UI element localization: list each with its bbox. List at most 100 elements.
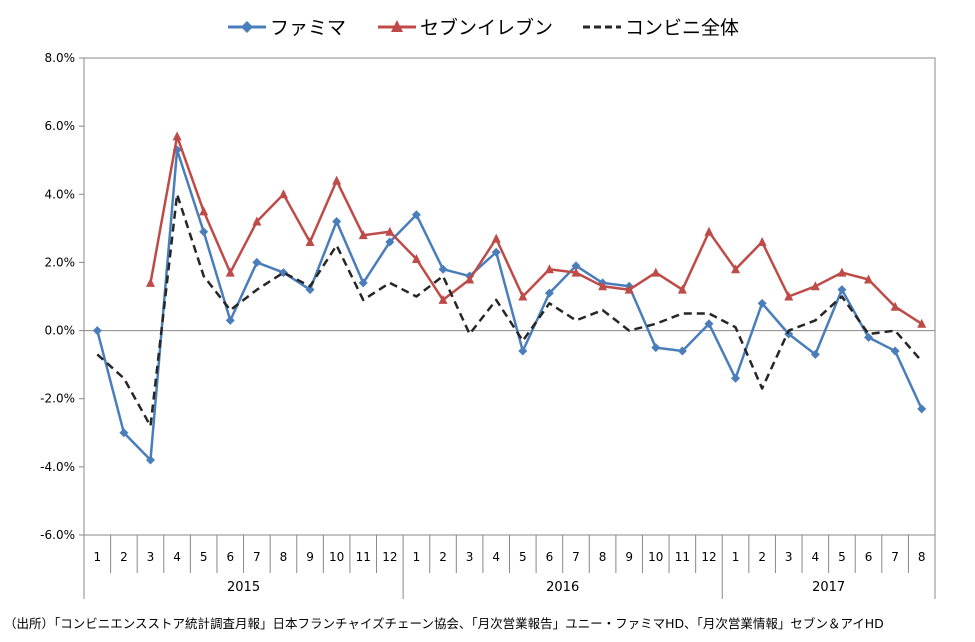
x-tick-label: 11 (356, 550, 371, 564)
data-point (810, 281, 820, 291)
x-tick-label: 3 (147, 550, 155, 564)
data-point (731, 264, 741, 274)
x-tick-label: 9 (306, 550, 314, 564)
data-point (757, 236, 767, 246)
series-0 (92, 145, 927, 465)
x-tick-label: 7 (253, 550, 261, 564)
data-point (544, 264, 554, 274)
data-point (677, 346, 687, 356)
series-2 (96, 193, 923, 428)
legend-item-famima: ファミマ (228, 17, 346, 39)
series-line (96, 148, 923, 462)
y-tick-label: -4.0% (40, 460, 75, 474)
data-point (491, 233, 501, 243)
data-point (598, 281, 608, 291)
data-point (890, 301, 900, 311)
data-point (358, 230, 368, 240)
x-tick-label: 12 (382, 550, 397, 564)
data-point (890, 346, 900, 356)
x-tick-label: 1 (413, 550, 421, 564)
data-point (145, 277, 155, 287)
x-tick-label: 10 (648, 550, 663, 564)
y-tick-label: 0.0% (45, 324, 76, 338)
data-point (784, 291, 794, 301)
x-tick-label: 2 (758, 550, 766, 564)
data-point (252, 216, 262, 226)
legend-item-total: コンビニ全体 (583, 17, 739, 39)
data-point (491, 247, 501, 257)
x-tick-label: 4 (492, 550, 500, 564)
x-tick-label: 4 (812, 550, 820, 564)
data-point (252, 257, 262, 267)
data-point (119, 428, 129, 438)
data-point (731, 373, 741, 383)
data-point (278, 189, 288, 199)
x-tick-label: 11 (675, 550, 690, 564)
legend-item-seven: セブンイレブン (378, 16, 553, 39)
data-point (624, 284, 634, 294)
y-tick-label: 8.0% (45, 51, 76, 65)
series-line (149, 135, 923, 325)
data-point (305, 236, 315, 246)
data-point (411, 210, 421, 220)
data-point (332, 175, 342, 185)
data-point (864, 274, 874, 284)
data-point (704, 319, 714, 329)
x-tick-label: 9 (625, 550, 633, 564)
source-note: （出所）「コンビニエンスストア統計調査月報」日本フランチャイズチェーン協会、「月… (4, 616, 884, 631)
series-layer (92, 131, 927, 465)
legend-label-seven: セブンイレブン (420, 16, 553, 39)
data-point (199, 206, 209, 216)
x-tick-label: 8 (599, 550, 607, 564)
data-point (784, 329, 794, 339)
data-point (571, 261, 581, 271)
data-point (810, 349, 820, 359)
data-point (225, 315, 235, 325)
data-point (145, 455, 155, 465)
data-point (704, 226, 714, 236)
x-tick-label: 12 (701, 550, 716, 564)
data-point (544, 288, 554, 298)
x-tick-label: 4 (173, 550, 181, 564)
y-tick-label: -2.0% (40, 392, 75, 406)
y-tick-label: 6.0% (45, 119, 76, 133)
x-tick-label: 7 (572, 550, 580, 564)
y-tick-label: -6.0% (40, 528, 75, 542)
y-axis: -6.0% -4.0% -2.0% 0.0% 2.0% 4.0% 6.0% 8.0% (40, 51, 935, 542)
data-point (385, 237, 395, 247)
series-line (96, 193, 923, 428)
data-point (465, 274, 475, 284)
x-tick-label: 6 (546, 550, 554, 564)
data-point (438, 264, 448, 274)
data-point (917, 318, 927, 328)
data-point (225, 267, 235, 277)
data-point (199, 227, 209, 237)
x-year-label: 2016 (546, 580, 579, 595)
x-axis: 1 2 3 4 5 6 7 8 9 10 11 12 1 2 3 4 5 6 7 8 9 10 11 12 1 2 3 4 5 6 7 820… (83, 535, 936, 599)
y-tick-label: 2.0% (45, 255, 76, 269)
legend-label-famima: ファミマ (270, 17, 346, 39)
x-tick-label: 1 (93, 550, 101, 564)
x-tick-label: 3 (785, 550, 793, 564)
data-point (518, 291, 528, 301)
x-tick-label: 2 (439, 550, 447, 564)
data-point (757, 298, 767, 308)
x-tick-label: 6 (226, 550, 234, 564)
data-point (651, 267, 661, 277)
x-tick-label: 8 (918, 550, 926, 564)
data-point (571, 267, 581, 277)
data-point (358, 278, 368, 288)
x-tick-label: 5 (519, 550, 527, 564)
data-point (411, 254, 421, 264)
data-point (385, 226, 395, 236)
x-tick-label: 2 (120, 550, 128, 564)
x-tick-label: 8 (280, 550, 288, 564)
legend-label-total: コンビニ全体 (625, 17, 739, 39)
x-year-label: 2017 (812, 580, 845, 595)
data-point (332, 217, 342, 227)
series-1 (145, 131, 927, 328)
data-point (677, 284, 687, 294)
x-tick-label: 5 (200, 550, 208, 564)
x-tick-label: 5 (838, 550, 846, 564)
